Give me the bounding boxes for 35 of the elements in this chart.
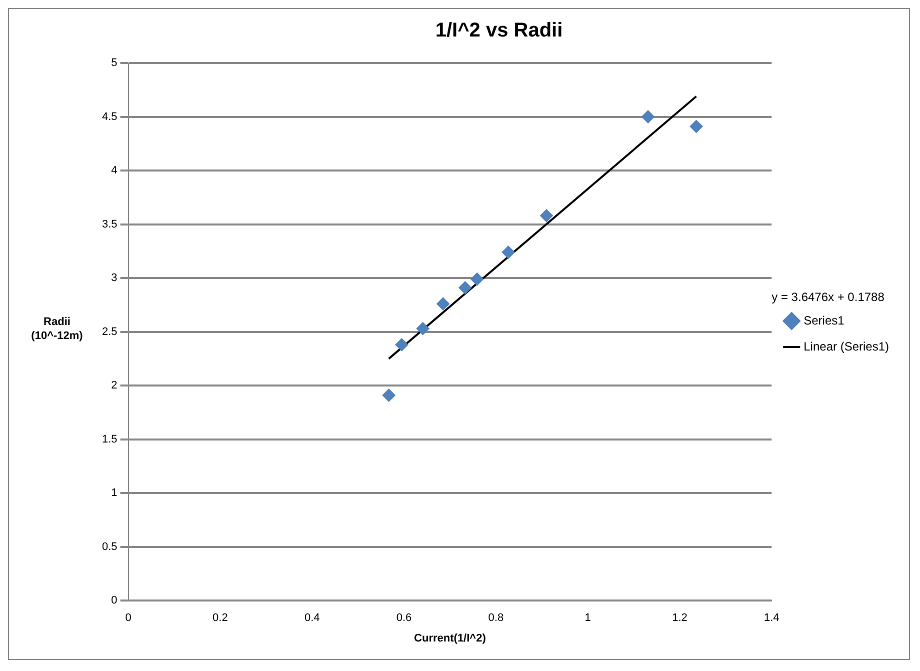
- y-tick-label: 0.5: [102, 540, 118, 553]
- y-tick-label: 0: [111, 594, 118, 607]
- annotation: y = 3.6476x + 0.1788: [772, 290, 885, 304]
- chart-title: 1/I^2 vs Radii: [435, 20, 563, 42]
- point: [690, 120, 703, 133]
- point: [395, 338, 408, 352]
- x-tick-label: 0.4: [304, 612, 320, 624]
- x-tick-label: 0.6: [396, 612, 412, 624]
- legend-label: Series1: [804, 313, 845, 328]
- point: [470, 272, 484, 286]
- y-tick-label: 3: [111, 272, 118, 284]
- point: [436, 297, 450, 310]
- x-tick-label: 0: [125, 612, 132, 624]
- point: [502, 246, 515, 259]
- x-tick-label: 0.8: [488, 612, 504, 624]
- point: [540, 209, 553, 222]
- point: [642, 110, 655, 124]
- y-tick-label: 2.5: [102, 326, 118, 338]
- y-tick-label: 2: [111, 380, 118, 392]
- y-axis-title: Radii (10^-12m): [31, 316, 84, 342]
- y-tick-label: 4: [111, 164, 118, 177]
- point: [382, 388, 396, 402]
- legend-label: Linear (Series1): [804, 339, 890, 354]
- x-tick-label: 1.4: [764, 612, 780, 624]
- x-tick-label: 0.2: [212, 612, 228, 624]
- point: [458, 281, 472, 294]
- point: [416, 322, 430, 336]
- x-tick-label: 1: [584, 612, 591, 624]
- x-tick-label: 1.2: [672, 612, 688, 624]
- y-tick-label: 4.5: [102, 110, 118, 123]
- y-tick-label: 1.5: [102, 433, 118, 446]
- x-axis-title: Current(1/I^2): [414, 632, 486, 644]
- y-tick-label: 3.5: [102, 218, 118, 230]
- y-tick-label: 5: [111, 57, 118, 70]
- y-tick-label: 1: [111, 487, 118, 500]
